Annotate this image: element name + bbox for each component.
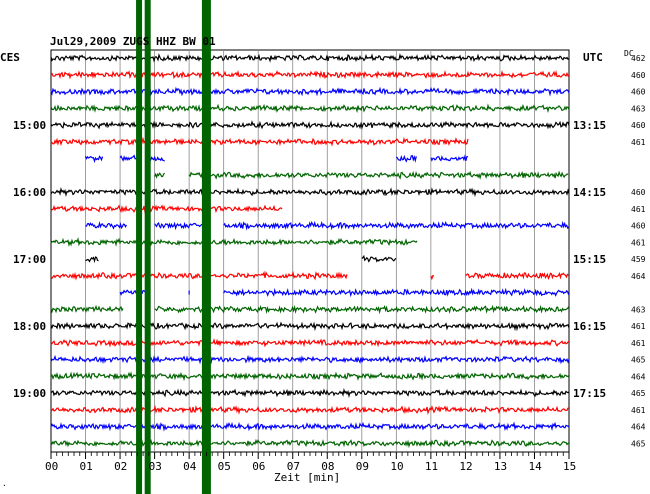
trace-segment xyxy=(50,404,570,416)
event-marker xyxy=(136,0,143,494)
x-tick-label: 13 xyxy=(494,460,507,473)
trace-segment xyxy=(51,69,570,80)
trace-segment xyxy=(119,289,148,296)
dc-value: 461 xyxy=(631,138,646,147)
x-tick-label: 14 xyxy=(528,460,542,473)
dc-value: 464 xyxy=(631,423,646,432)
x-tick-label: 08 xyxy=(321,460,334,473)
trace-segment xyxy=(154,172,166,179)
trace-segment xyxy=(50,371,570,382)
dc-value: 461 xyxy=(631,339,646,348)
right-time-label: 14:15 xyxy=(573,186,606,199)
trace-segment xyxy=(154,304,570,315)
trace-segment xyxy=(50,421,570,432)
dc-value: 461 xyxy=(631,322,646,331)
left-time-label: 16:00 xyxy=(13,186,46,199)
dc-value: 460 xyxy=(631,88,646,97)
dc-value: 462 xyxy=(631,54,646,63)
dc-value: 465 xyxy=(631,439,646,448)
x-tick-label: 12 xyxy=(459,460,472,473)
event-marker xyxy=(144,0,151,494)
left-time-label: 18:00 xyxy=(13,320,46,333)
trace-segment xyxy=(50,354,570,365)
trace-segment xyxy=(223,220,570,231)
trace-segment xyxy=(50,204,283,215)
trace-segment xyxy=(50,321,570,332)
trace-segment xyxy=(50,53,570,63)
trace-segment xyxy=(430,274,435,281)
dc-value: 460 xyxy=(631,188,646,197)
trace-segment xyxy=(50,120,570,130)
left-time-label: 17:00 xyxy=(13,253,46,266)
trace-segment xyxy=(154,221,207,231)
row-labels: 462 460 460 463 460 461 460 461 460 461 459 464 463 4… xyxy=(13,54,646,448)
trace-segment xyxy=(430,154,469,162)
x-axis: 00 01 02 03 04 05 06 07 08 09 10 11 12 13 14 15 xyxy=(45,452,576,473)
right-time-label: 15:15 xyxy=(573,253,606,266)
left-time-label: 19:00 xyxy=(13,387,46,400)
trace-segment xyxy=(395,154,417,163)
dc-value: 465 xyxy=(631,356,646,365)
trace-segment xyxy=(50,387,570,398)
trace-segment xyxy=(85,221,128,230)
trace-segment xyxy=(50,103,570,114)
trace-segment xyxy=(188,170,569,180)
dc-value: 464 xyxy=(631,372,646,381)
x-tick-label: 00 xyxy=(45,460,58,473)
left-corner-label: CES xyxy=(0,51,20,64)
x-tick-label: 09 xyxy=(356,460,369,473)
trace-segment xyxy=(50,136,469,147)
trace-segment xyxy=(465,271,569,281)
x-tick-label: 10 xyxy=(390,460,403,473)
x-tick-label: 03 xyxy=(149,460,162,473)
dc-value: 461 xyxy=(631,205,646,214)
trace-segment xyxy=(84,155,104,164)
right-corner-label: UTC xyxy=(583,51,603,64)
dc-value: 465 xyxy=(631,389,646,398)
dc-value: 464 xyxy=(631,272,646,281)
trace-segment xyxy=(50,186,570,198)
trace-segment xyxy=(50,86,570,97)
trace-segment xyxy=(119,154,138,162)
dc-value: 461 xyxy=(631,238,646,247)
trace-segment xyxy=(50,270,348,281)
trace-segment xyxy=(50,237,418,247)
x-tick-label: 01 xyxy=(80,460,93,473)
dc-value: 463 xyxy=(631,305,646,314)
trace-segment xyxy=(361,254,397,263)
trace-segment xyxy=(50,438,570,449)
x-axis-label: Zeit [min] xyxy=(274,471,340,484)
footer-mark: . xyxy=(2,479,7,488)
event-marker xyxy=(201,0,211,494)
right-time-label: 16:15 xyxy=(573,320,606,333)
trace-segment xyxy=(223,287,570,298)
x-tick-label: 15 xyxy=(563,460,576,473)
dc-header: DC xyxy=(624,49,634,58)
dc-value: 461 xyxy=(631,406,646,415)
x-tick-label: 11 xyxy=(425,460,438,473)
dc-value: 460 xyxy=(631,71,646,80)
left-time-label: 15:00 xyxy=(13,119,46,132)
dc-value: 460 xyxy=(631,222,646,231)
right-time-label: 17:15 xyxy=(573,387,606,400)
trace-segment xyxy=(50,338,570,348)
x-tick-label: 04 xyxy=(183,460,197,473)
trace-segment xyxy=(85,256,99,264)
x-tick-label: 07 xyxy=(287,460,300,473)
trace-segment xyxy=(50,304,124,314)
dc-value: 463 xyxy=(631,104,646,113)
x-tick-label: 06 xyxy=(252,460,265,473)
right-time-label: 13:15 xyxy=(573,119,606,132)
event-markers xyxy=(136,0,211,494)
trace-rows xyxy=(50,53,570,449)
dc-value: 459 xyxy=(631,255,646,264)
x-tick-label: 02 xyxy=(114,460,127,473)
chart-title: Jul29,2009 ZUGS HHZ BW 01 xyxy=(50,35,216,48)
dc-value: 460 xyxy=(631,121,646,130)
x-tick-label: 05 xyxy=(218,460,231,473)
